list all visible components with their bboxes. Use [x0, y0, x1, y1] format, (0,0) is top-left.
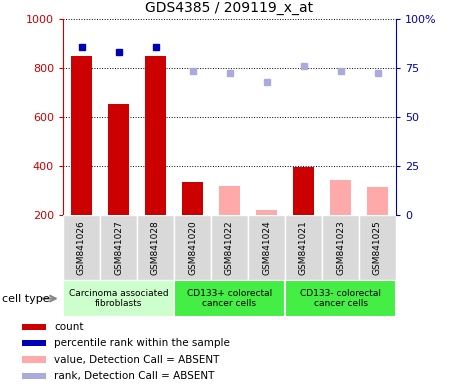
Bar	[22, 324, 46, 330]
Bar	[359, 215, 396, 280]
Text: GSM841025: GSM841025	[373, 220, 382, 275]
Bar	[174, 280, 285, 317]
Text: GSM841020: GSM841020	[188, 220, 197, 275]
Bar	[367, 187, 388, 215]
Text: GSM841022: GSM841022	[225, 220, 234, 275]
Text: cell type: cell type	[2, 293, 50, 304]
Bar	[182, 182, 202, 215]
Text: GSM841023: GSM841023	[336, 220, 345, 275]
Bar	[174, 215, 211, 280]
Bar	[63, 280, 174, 317]
Text: Carcinoma associated
fibroblasts: Carcinoma associated fibroblasts	[69, 289, 168, 308]
Text: CD133- colorectal
cancer cells: CD133- colorectal cancer cells	[300, 289, 381, 308]
Text: GSM841021: GSM841021	[299, 220, 308, 275]
Bar	[63, 215, 100, 280]
Bar	[71, 56, 92, 215]
Bar	[248, 215, 285, 280]
Text: value, Detection Call = ABSENT: value, Detection Call = ABSENT	[54, 354, 220, 364]
Title: GDS4385 / 209119_x_at: GDS4385 / 209119_x_at	[145, 2, 314, 15]
Bar	[285, 280, 396, 317]
Text: GSM841027: GSM841027	[114, 220, 123, 275]
Bar	[100, 215, 137, 280]
Text: percentile rank within the sample: percentile rank within the sample	[54, 338, 230, 348]
Text: rank, Detection Call = ABSENT: rank, Detection Call = ABSENT	[54, 371, 215, 381]
Text: count: count	[54, 322, 84, 332]
Bar	[22, 356, 46, 363]
Text: GSM841026: GSM841026	[77, 220, 86, 275]
Bar	[108, 104, 129, 215]
Bar	[22, 340, 46, 346]
Bar	[211, 215, 248, 280]
Bar	[293, 167, 314, 215]
Bar	[22, 372, 46, 379]
Bar	[285, 215, 322, 280]
Bar	[137, 215, 174, 280]
Bar	[219, 186, 240, 215]
Bar	[256, 210, 277, 215]
Bar	[145, 56, 166, 215]
Text: GSM841024: GSM841024	[262, 220, 271, 275]
Text: GSM841028: GSM841028	[151, 220, 160, 275]
Bar	[330, 180, 351, 215]
Bar	[322, 215, 359, 280]
Text: CD133+ colorectal
cancer cells: CD133+ colorectal cancer cells	[187, 289, 272, 308]
